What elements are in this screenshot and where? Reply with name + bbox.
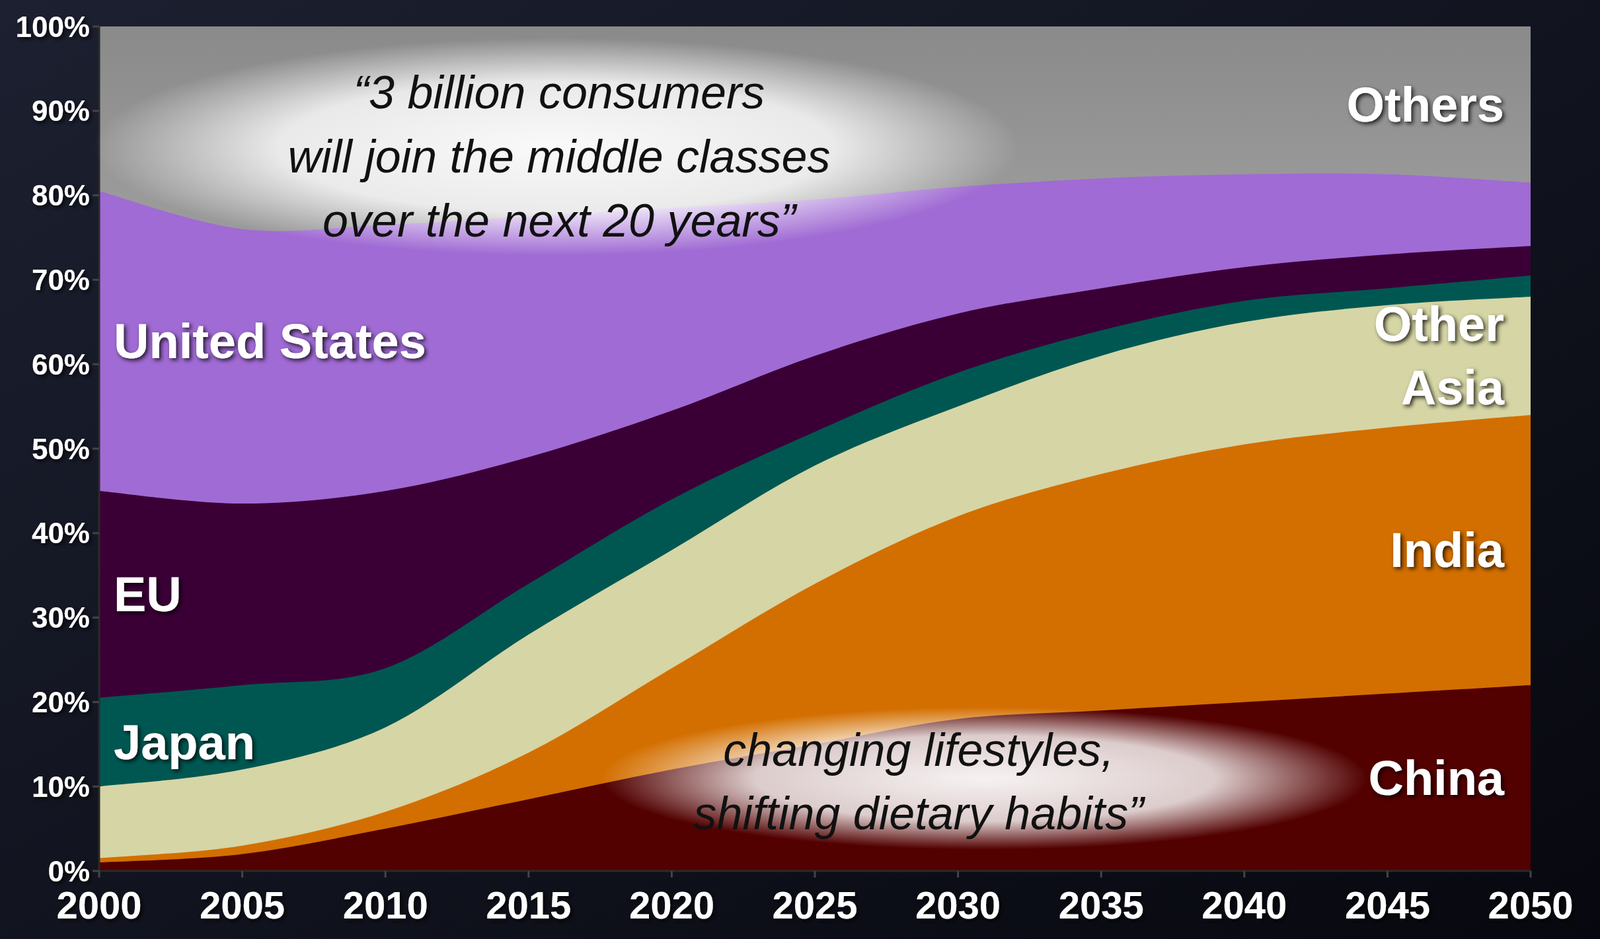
series-label: China (1368, 750, 1505, 806)
x-tick (1386, 871, 1389, 878)
x-tick (241, 871, 244, 878)
y-tick-label: 70% (31, 263, 90, 297)
y-tick-label: 80% (31, 179, 90, 212)
area-eu (99, 245, 1531, 872)
series-label: EU (113, 567, 182, 622)
annotation-glow (601, 707, 1369, 850)
x-tick (670, 871, 673, 878)
x-tick-label: 2040 (1201, 883, 1287, 927)
y-tick (92, 194, 100, 197)
area-other-asia (99, 296, 1531, 872)
y-tick-label: 10% (31, 770, 90, 803)
series-label: Others (1346, 77, 1505, 133)
y-tick (92, 363, 100, 366)
y-tick-label: 0% (47, 855, 90, 888)
x-tick (814, 871, 817, 878)
y-tick (92, 278, 100, 281)
series-label: United States (113, 313, 427, 369)
x-tick-label: 2010 (342, 883, 429, 927)
x-tick (1243, 871, 1246, 878)
series-label: Other Asia (1373, 296, 1505, 416)
chart: 0% 10% 20% 30% 40% 50% 60% 70% 80% 90% 100% 2000 200… (0, 0, 1600, 939)
x-tick (1529, 871, 1532, 878)
x-tick-label: 2050 (1487, 883, 1573, 927)
y-tick (92, 109, 100, 112)
annotation-text: changing lifestyles, (723, 724, 1114, 776)
area-united-states (99, 173, 1531, 872)
y-tick (92, 616, 100, 619)
x-tick-label: 2000 (56, 883, 142, 927)
x-tick (384, 871, 387, 878)
area-japan (99, 275, 1531, 872)
annotation-text: over the next 20 years” (322, 194, 798, 247)
background (0, 0, 1600, 939)
plot-area (99, 26, 1531, 872)
annotation-text: will join the middle classes (288, 130, 831, 183)
x-tick-label: 2035 (1058, 883, 1144, 927)
x-tick (98, 871, 101, 878)
x-tick-label: 2045 (1344, 883, 1431, 927)
annotation-glow (93, 37, 1020, 256)
x-tick (956, 871, 959, 878)
area-india (99, 415, 1531, 872)
y-tick (92, 701, 100, 704)
x-tick-label: 2025 (771, 883, 858, 927)
y-tick-label: 60% (31, 348, 90, 381)
series-label-line: Other (1373, 296, 1505, 352)
series-label-line: Asia (1401, 360, 1505, 416)
y-tick-label: 20% (31, 685, 90, 719)
area-china (99, 685, 1531, 872)
series-label: India (1389, 522, 1505, 578)
y-tick (92, 448, 100, 451)
y-tick (92, 532, 100, 534)
y-tick-label: 50% (31, 432, 90, 466)
x-tick-label: 2030 (915, 883, 1001, 927)
y-tick-label: 90% (31, 94, 90, 127)
y-tick-label: 30% (31, 601, 90, 634)
y-tick-label: 100% (15, 10, 90, 43)
x-tick (1100, 871, 1103, 878)
x-tick-label: 2020 (629, 883, 715, 927)
annotation-text: “3 billion consumers (353, 66, 765, 119)
area-others (99, 26, 1531, 872)
y-tick-label: 40% (31, 516, 90, 550)
x-tick (527, 871, 530, 878)
x-tick-label: 2005 (199, 883, 285, 927)
series-label: Japan (113, 715, 256, 770)
annotation-text: shifting dietary habits” (693, 787, 1146, 840)
x-tick-label: 2015 (485, 883, 572, 927)
y-tick (92, 785, 100, 788)
y-tick (92, 25, 100, 28)
